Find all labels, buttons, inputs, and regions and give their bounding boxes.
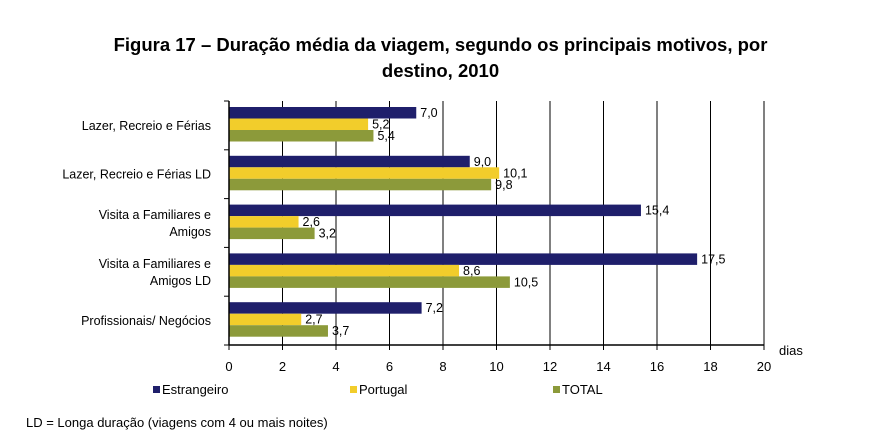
- legend-label-total: TOTAL: [562, 382, 603, 397]
- bar-total-4: [229, 325, 328, 337]
- data-label-total-2: 3,2: [319, 227, 336, 241]
- x-axis-title: dias: [779, 343, 803, 358]
- bar-total-0: [229, 130, 374, 142]
- bar-estrangeiro-4: [229, 302, 422, 314]
- bar-portugal-4: [229, 313, 302, 326]
- chart-title-line-1: Figura 17 – Duração média da viagem, seg…: [113, 34, 768, 55]
- data-label-portugal-0: 5,2: [372, 118, 389, 132]
- category-label-2-0: Visita a Familiares e: [99, 208, 211, 222]
- data-label-estrangeiro-1: 9,0: [474, 155, 491, 169]
- data-label-total-4: 3,7: [332, 324, 349, 338]
- x-tick-label-6: 12: [543, 359, 557, 374]
- x-tick-label-10: 20: [757, 359, 771, 374]
- data-label-portugal-1: 10,1: [503, 166, 527, 180]
- x-tick-label-0: 0: [225, 359, 232, 374]
- bar-portugal-2: [229, 216, 299, 228]
- bar-portugal-1: [229, 167, 500, 179]
- data-label-estrangeiro-0: 7,0: [420, 106, 437, 120]
- legend-swatch-total: [553, 386, 560, 393]
- bar-total-3: [229, 276, 510, 288]
- bar-portugal-0: [229, 118, 369, 130]
- data-label-estrangeiro-4: 7,2: [426, 301, 443, 315]
- chart-title: Figura 17 – Duração média da viagem, seg…: [0, 32, 881, 84]
- x-tick-label-4: 8: [439, 359, 446, 374]
- legend-label-portugal: Portugal: [359, 382, 408, 397]
- bar-total-1: [229, 178, 492, 191]
- bar-estrangeiro-0: [229, 107, 417, 119]
- bar-total-2: [229, 227, 315, 240]
- data-label-portugal-3: 8,6: [463, 264, 480, 278]
- data-label-total-0: 5,4: [377, 129, 394, 143]
- bar-estrangeiro-2: [229, 204, 641, 217]
- category-label-3-0: Visita a Familiares e: [99, 257, 211, 271]
- legend-swatch-estrangeiro: [153, 386, 160, 393]
- data-label-total-3: 10,5: [514, 275, 538, 289]
- x-tick-label-5: 10: [489, 359, 503, 374]
- category-label-1-0: Lazer, Recreio e Férias LD: [62, 168, 211, 182]
- x-tick-label-7: 14: [596, 359, 610, 374]
- data-label-total-1: 9,8: [495, 178, 512, 192]
- x-tick-label-9: 18: [703, 359, 717, 374]
- legend-swatch-portugal: [350, 386, 357, 393]
- bar-portugal-3: [229, 264, 460, 277]
- footnote: LD = Longa duração (viagens com 4 ou mai…: [26, 415, 328, 430]
- category-label-4-0: Profissionais/ Negócios: [81, 314, 211, 328]
- data-label-portugal-2: 2,6: [303, 215, 320, 229]
- x-tick-label-8: 16: [650, 359, 664, 374]
- category-label-2-1: Amigos: [169, 225, 211, 239]
- category-label-0-0: Lazer, Recreio e Férias: [82, 119, 211, 133]
- bar-estrangeiro-1: [229, 155, 470, 168]
- legend-label-estrangeiro: Estrangeiro: [162, 382, 228, 397]
- data-label-estrangeiro-2: 15,4: [645, 204, 669, 218]
- data-label-portugal-4: 2,7: [305, 313, 322, 327]
- bar-estrangeiro-3: [229, 253, 698, 265]
- category-label-3-1: Amigos LD: [150, 274, 211, 288]
- x-tick-label-1: 2: [279, 359, 286, 374]
- chart-title-line-2: destino, 2010: [381, 60, 500, 81]
- data-label-estrangeiro-3: 17,5: [701, 252, 725, 266]
- x-tick-label-2: 4: [332, 359, 339, 374]
- x-tick-label-3: 6: [386, 359, 393, 374]
